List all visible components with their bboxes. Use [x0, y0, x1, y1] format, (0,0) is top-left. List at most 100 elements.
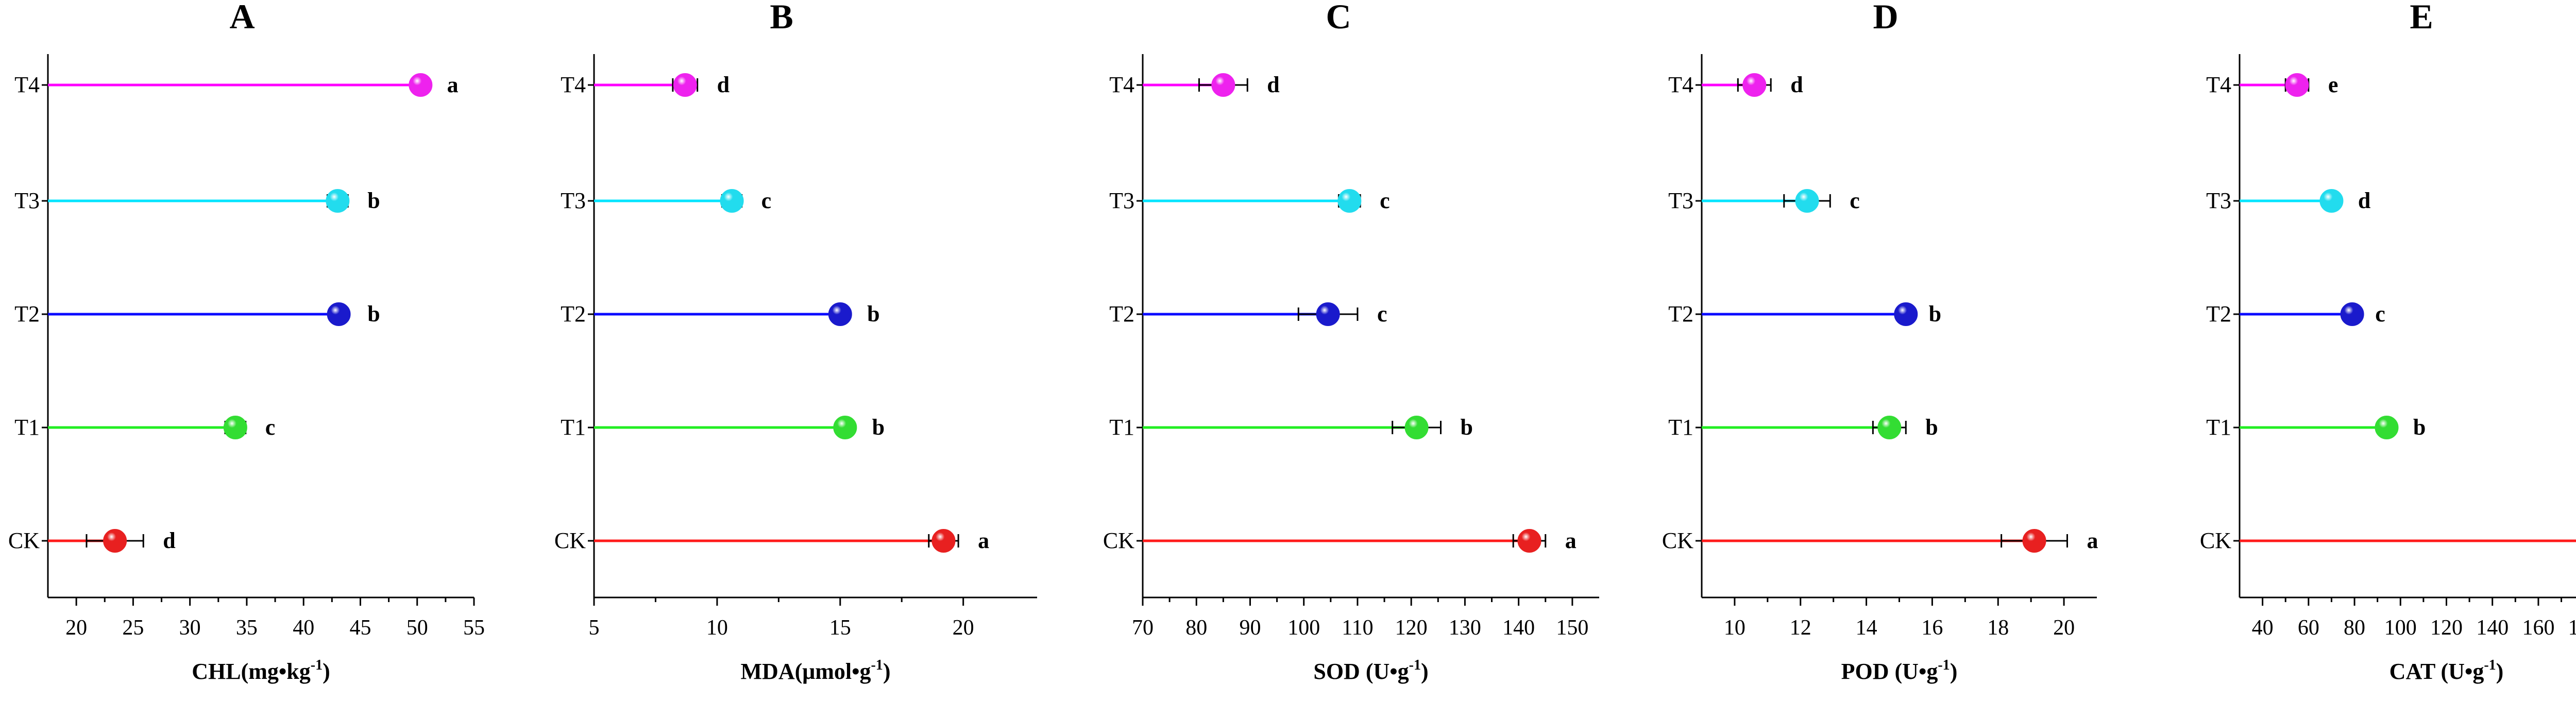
marker-T2 [327, 302, 351, 326]
x-tick-label: 5 [589, 616, 600, 640]
panel-B: B 5 10 15 20 MDA(μmol•g-1) T4 d T3 c T2 b T1 b CK a [554, 0, 1037, 684]
x-tick-label: 30 [179, 616, 201, 640]
marker-T2 [1894, 302, 1918, 326]
x-tick-label: 50 [406, 616, 428, 640]
significance-label-T4: d [717, 72, 730, 97]
x-tick-label: 12 [1790, 616, 1811, 640]
marker-T1 [2375, 416, 2399, 439]
panel-letter-E: E [2410, 0, 2433, 36]
category-label-T4: T4 [561, 72, 586, 97]
significance-label-T2: b [367, 301, 380, 327]
x-tick-label: 140 [2476, 616, 2509, 640]
x-axis-title: CHL(mg•kg-1) [192, 657, 330, 684]
marker-CK [2022, 529, 2046, 553]
significance-label-T3: c [1850, 188, 1860, 213]
x-tick-label: 25 [122, 616, 144, 640]
category-label-T4: T4 [2206, 72, 2231, 97]
x-tick-label: 16 [1921, 616, 1943, 640]
marker-T4 [409, 73, 433, 97]
category-label-T1: T1 [1109, 415, 1134, 440]
significance-label-CK: a [2087, 528, 2098, 553]
marker-T2 [1316, 302, 1340, 326]
marker-T3 [326, 189, 350, 213]
x-tick-label: 160 [2522, 616, 2554, 640]
marker-T4 [1211, 73, 1235, 97]
panel-letter-B: B [770, 0, 793, 36]
category-label-T1: T1 [2206, 415, 2231, 440]
category-label-T2: T2 [1109, 301, 1134, 327]
significance-label-CK: a [1565, 528, 1577, 553]
significance-label-T2: b [867, 301, 879, 327]
category-label-CK: CK [2200, 528, 2231, 553]
panel-A: A 20 25 30 35 40 45 50 55 CHL(mg•kg-1) T4 a T3 b T2 b T1… [8, 0, 485, 684]
x-tick-label: 18 [1987, 616, 2009, 640]
significance-label-CK: a [978, 528, 989, 553]
category-label-T3: T3 [561, 188, 586, 213]
x-tick-label: 130 [1449, 616, 1481, 640]
significance-label-T2: c [2375, 301, 2385, 327]
category-label-T4: T4 [1668, 72, 1693, 97]
category-label-T1: T1 [14, 415, 40, 440]
panel-D: D 10 12 14 16 18 20 POD (U•g-1) T4 d T3 c T2 b T1 b CK a [1662, 0, 2098, 684]
category-label-T3: T3 [1668, 188, 1693, 213]
significance-label-T3: b [367, 188, 380, 213]
marker-CK [931, 529, 956, 553]
marker-T3 [720, 189, 744, 213]
marker-CK [103, 529, 127, 553]
x-tick-label: 100 [2384, 616, 2417, 640]
significance-label-T1: b [1461, 415, 1473, 440]
x-axis-title: POD (U•g-1) [1841, 657, 1958, 684]
x-tick-label: 80 [2344, 616, 2365, 640]
x-tick-label: 35 [236, 616, 258, 640]
x-tick-label: 100 [1287, 616, 1320, 640]
significance-label-T4: d [1790, 72, 1803, 97]
significance-label-T1: b [2413, 415, 2426, 440]
significance-label-T3: c [761, 188, 772, 213]
x-axis-title: CAT (U•g-1) [2389, 657, 2504, 684]
category-label-CK: CK [1103, 528, 1134, 553]
category-label-T2: T2 [2206, 301, 2231, 327]
significance-label-T4: a [447, 72, 459, 97]
panel-letter-C: C [1326, 0, 1351, 36]
x-tick-label: 10 [706, 616, 728, 640]
panel-E: E406080100120140160180200CAT (U•g-1)T4eT… [2200, 0, 2576, 684]
marker-T4 [1742, 73, 1767, 97]
x-tick-label: 60 [2298, 616, 2319, 640]
category-label-T1: T1 [1668, 415, 1693, 440]
significance-label-CK: d [163, 528, 175, 553]
x-tick-label: 80 [1185, 616, 1207, 640]
x-tick-label: 45 [349, 616, 371, 640]
marker-T3 [2319, 189, 2344, 213]
x-tick-label: 40 [2252, 616, 2274, 640]
significance-label-T4: d [1267, 72, 1279, 97]
marker-T4 [673, 73, 697, 97]
significance-label-T1: b [872, 415, 885, 440]
x-axis-title: MDA(μmol•g-1) [741, 657, 891, 684]
panel-C: C 70 80 90 100 110 120 130 140 150 SOD (U•g-1) T4 d T… [1103, 0, 1599, 684]
x-tick-label: 120 [1395, 616, 1428, 640]
x-tick-label: 110 [1342, 616, 1373, 640]
x-axis-title: SOD (U•g-1) [1313, 657, 1428, 684]
x-tick-label: 40 [293, 616, 314, 640]
significance-label-T1: b [1925, 415, 1938, 440]
x-tick-label: 70 [1132, 616, 1154, 640]
category-label-T2: T2 [14, 301, 40, 327]
x-tick-label: 20 [65, 616, 87, 640]
marker-CK [1517, 529, 1541, 553]
marker-T3 [1337, 189, 1362, 213]
category-label-T4: T4 [14, 72, 40, 97]
x-tick-label: 10 [1724, 616, 1745, 640]
category-label-T3: T3 [1109, 188, 1134, 213]
marker-T4 [2285, 73, 2309, 97]
marker-T2 [828, 302, 852, 326]
x-tick-label: 20 [2053, 616, 2075, 640]
x-tick-label: 14 [1856, 616, 1877, 640]
significance-label-T4: e [2328, 72, 2338, 97]
x-tick-label: 90 [1239, 616, 1261, 640]
category-label-CK: CK [8, 528, 40, 553]
category-label-CK: CK [1662, 528, 1693, 553]
significance-label-T2: c [1377, 301, 1387, 327]
marker-T3 [1795, 189, 1819, 213]
